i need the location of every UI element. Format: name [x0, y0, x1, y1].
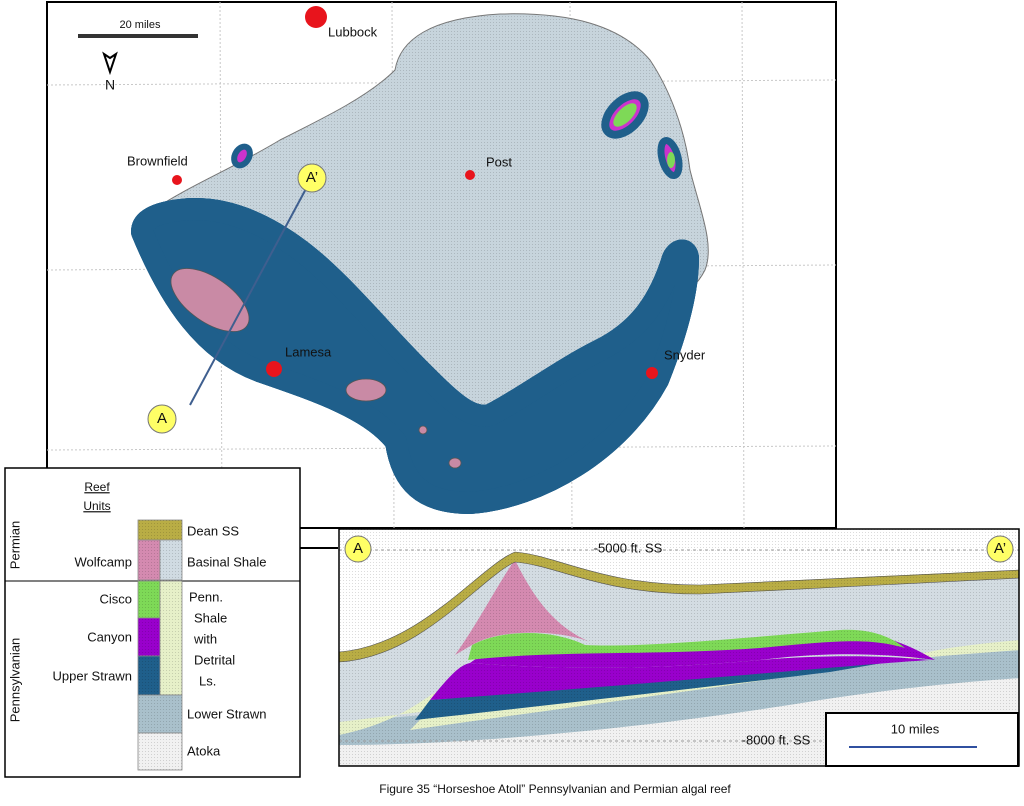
city-label: Snyder — [664, 347, 706, 362]
unit-label: Upper Strawn — [53, 668, 132, 683]
period-label: Permian — [7, 521, 22, 569]
shale-texture — [150, 13, 709, 415]
city-marker — [305, 6, 327, 28]
map: 20 miles N Lubbock Brownfield Post Lames… — [46, 1, 837, 529]
city-marker — [646, 367, 658, 379]
section-end-label: A’ — [306, 169, 318, 186]
city-marker — [172, 175, 182, 185]
unit-label: Wolfcamp — [74, 554, 132, 569]
legend-heading: Reef — [84, 480, 110, 494]
unit-label: Detrital — [194, 652, 235, 667]
section-scale-label: 10 miles — [891, 721, 940, 736]
city-label: Lamesa — [285, 344, 332, 359]
north-label: N — [105, 77, 115, 93]
unit-label: Lower Strawn — [187, 706, 266, 721]
unit-label: Penn. — [189, 589, 223, 604]
unit-label: Canyon — [87, 629, 132, 644]
unit-label: with — [193, 631, 217, 646]
legend-swatches — [137, 519, 183, 771]
section-end-marker — [297, 163, 327, 193]
section-end-label: A — [157, 410, 167, 427]
section-end-marker — [986, 535, 1014, 563]
section-scale-box — [825, 712, 1019, 767]
section-end-label: A’ — [994, 540, 1006, 557]
unit-label: Ls. — [199, 673, 216, 688]
legend: Reef Units Permian Pennsylvanian Wolfcam… — [4, 467, 338, 778]
depth-label: -8000 ft. SS — [742, 732, 811, 747]
section-end-marker — [147, 404, 177, 434]
unit-label: Cisco — [99, 591, 132, 606]
legend-heading: Units — [83, 499, 110, 513]
city-marker — [266, 361, 282, 377]
city-label: Lubbock — [328, 24, 378, 39]
section-end-marker — [344, 535, 372, 563]
caption: Figure 35 “Horseshoe Atoll” Pennsylvania… — [379, 782, 731, 796]
depth-label: -5000 ft. SS — [594, 540, 663, 555]
unit-label: Basinal Shale — [187, 554, 267, 569]
north-arrow: N — [102, 51, 118, 93]
scale-bar: 20 miles — [78, 19, 198, 38]
unit-label: Shale — [194, 610, 227, 625]
section-line — [189, 184, 309, 406]
period-label: Pennsylvanian — [7, 638, 22, 723]
cross-section: A A’ -5000 ft. SS -8000 ft. SS 10 miles — [338, 528, 1020, 767]
city-label: Brownfield — [127, 153, 188, 168]
unit-label: Atoka — [187, 743, 221, 758]
city-label: Post — [486, 154, 512, 169]
city-marker — [465, 170, 475, 180]
reef — [131, 91, 699, 514]
unit-label: Dean SS — [187, 523, 239, 538]
section-end-label: A — [353, 540, 363, 557]
map-scale-label: 20 miles — [120, 19, 161, 31]
